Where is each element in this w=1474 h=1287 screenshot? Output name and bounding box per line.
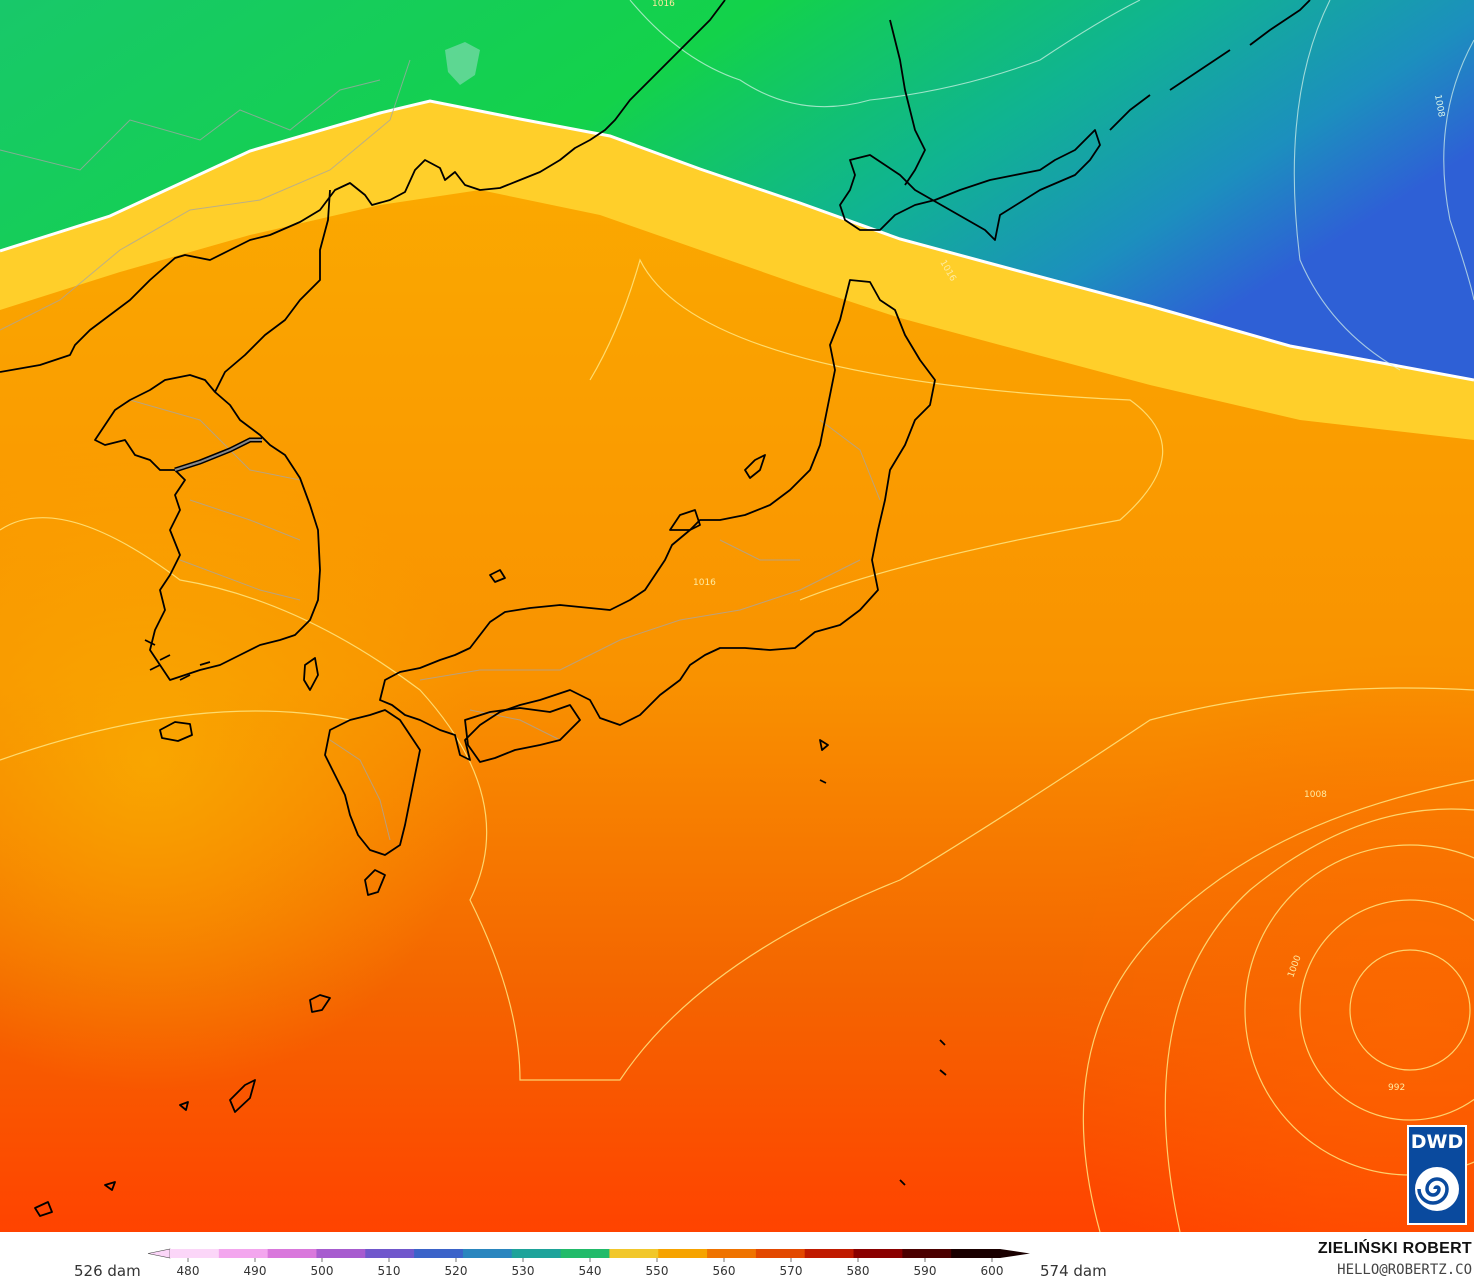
color-legend: 480 490 500 510 520 530 540 550 560 570 580 590 600 xyxy=(147,1248,1030,1278)
coast-korea xyxy=(94,189,331,681)
isobar-north-c xyxy=(629,0,1141,108)
border-korea-inner xyxy=(129,399,301,601)
legend-swatch xyxy=(707,1249,757,1258)
legend-swatch xyxy=(511,1249,562,1258)
coast-kurils xyxy=(1109,0,1311,131)
legend-tick-label: 560 xyxy=(713,1264,736,1278)
legend-swatch xyxy=(951,1249,1001,1258)
isobar-ring-2 xyxy=(1299,899,1474,1121)
geopotential-map: 1016 1008 1016 1016 1008 1000 992 xyxy=(0,0,1474,1232)
cold-field xyxy=(0,0,1474,380)
river-band-inner xyxy=(174,439,262,471)
isobar-ring-1 xyxy=(1349,949,1471,1071)
coast-ryukyu-2 xyxy=(309,994,331,1013)
coast-ryukyu-3 xyxy=(229,1079,256,1113)
coast-china-korea-russia xyxy=(0,0,726,373)
dwd-logo: DWD xyxy=(1407,1125,1467,1225)
isobar-label-992: 992 xyxy=(1388,1083,1405,1093)
legend-swatch xyxy=(902,1249,952,1258)
legend-swatch xyxy=(218,1249,269,1258)
legend-tick-label: 500 xyxy=(311,1264,334,1278)
dwd-logo-text: DWD xyxy=(1410,1131,1464,1153)
legend-swatch xyxy=(755,1249,806,1258)
isobar-e xyxy=(1164,808,1474,1232)
boundary-line xyxy=(0,99,1474,382)
coastlines xyxy=(0,0,1311,1217)
legend-min-label: 526 dam xyxy=(74,1262,141,1280)
coast-ryukyu-1 xyxy=(364,869,386,896)
legend-tick-label: 540 xyxy=(579,1264,602,1278)
border-inner-1 xyxy=(0,79,381,171)
border-kyushu xyxy=(329,739,391,841)
legend-tick-label: 600 xyxy=(981,1264,1004,1278)
legend-tick-label: 580 xyxy=(847,1264,870,1278)
isobar-label-1008-se: 1008 xyxy=(1304,790,1327,800)
coast-noto xyxy=(669,509,701,531)
author-email: HELLO@ROBERTZ.CO xyxy=(1337,1262,1472,1278)
isobar-d xyxy=(1082,779,1474,1232)
admin-borders xyxy=(0,59,881,841)
legend-max-label: 574 dam xyxy=(1040,1262,1107,1280)
legend-tick-label: 480 xyxy=(177,1264,200,1278)
lake xyxy=(445,42,480,85)
coast-sado xyxy=(744,454,766,479)
border-japan-prefs xyxy=(419,419,881,681)
legend-swatch xyxy=(316,1249,366,1258)
border-china-korea xyxy=(0,59,411,331)
legend-swatch xyxy=(804,1249,855,1258)
coast-oki xyxy=(489,569,506,583)
isobar-north-a xyxy=(1293,0,1401,371)
spiral-icon xyxy=(1415,1167,1459,1211)
isobar-label-1016-japan: 1016 xyxy=(693,578,716,588)
legend-arrow-right xyxy=(1000,1249,1030,1258)
west-ridge xyxy=(0,400,520,1100)
legend-tick-label: 550 xyxy=(646,1264,669,1278)
legend-swatch xyxy=(462,1249,513,1258)
isobar-north-b xyxy=(1443,39,1474,301)
yellow-band xyxy=(0,100,1474,440)
coast-sakhalin xyxy=(889,19,926,186)
legend-swatch xyxy=(267,1249,317,1258)
isobar-c xyxy=(0,710,351,761)
coast-jeju xyxy=(159,721,193,742)
coast-honshu xyxy=(379,279,936,761)
coast-ryukyu-4 xyxy=(34,1101,189,1217)
legend-swatch xyxy=(170,1249,220,1258)
legend-tick-label: 510 xyxy=(378,1264,401,1278)
coast-tsushima xyxy=(303,657,319,691)
coast-korea-islands xyxy=(144,639,211,681)
legend-tick-label: 570 xyxy=(780,1264,803,1278)
legend-swatch xyxy=(609,1249,659,1258)
low-pressure-core xyxy=(1000,650,1474,1232)
isobar-a xyxy=(589,258,1164,601)
coast-hokkaido xyxy=(839,129,1101,241)
legend-swatch xyxy=(658,1249,708,1258)
coast-shikoku xyxy=(464,704,581,763)
footer: 480 490 500 510 520 530 540 550 560 570 580 590 600 xyxy=(0,1232,1474,1287)
legend-swatch xyxy=(560,1249,610,1258)
legend-tick-label: 530 xyxy=(512,1264,535,1278)
legend-tick-label: 590 xyxy=(914,1264,937,1278)
isobars-north xyxy=(629,0,1474,371)
legend-tick-label: 520 xyxy=(445,1264,468,1278)
isobar-label-1016-top: 1016 xyxy=(652,0,675,9)
coast-kyushu xyxy=(324,709,421,856)
legend-arrow-left xyxy=(147,1248,171,1259)
author-name: ZIELIŃSKI ROBERT xyxy=(1317,1240,1472,1257)
legend-swatch xyxy=(853,1249,903,1258)
legend-tick-label: 490 xyxy=(244,1264,267,1278)
isobar-label-1008-ne: 1008 xyxy=(1432,94,1446,119)
isobar-b xyxy=(0,517,1474,1081)
legend-swatch xyxy=(414,1249,464,1258)
coast-izu xyxy=(819,739,947,1186)
legend-swatch xyxy=(365,1249,415,1258)
